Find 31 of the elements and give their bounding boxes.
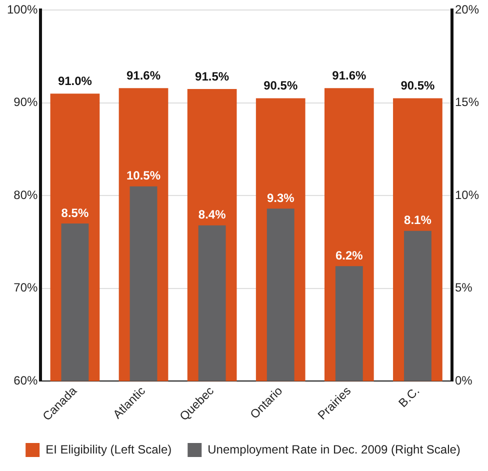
bar xyxy=(198,225,226,382)
y-tick-label: 70% xyxy=(14,280,38,295)
bar xyxy=(61,223,89,382)
data-label: 8.4% xyxy=(198,208,226,222)
y-tick-label: 80% xyxy=(14,188,38,202)
bar xyxy=(335,266,363,382)
data-label: 9.3% xyxy=(266,190,295,205)
y2-tick-label: 5% xyxy=(454,280,473,295)
y2-tick-label: 0% xyxy=(454,373,473,388)
y2-tick-label: 20% xyxy=(454,2,480,17)
data-label: 8.1% xyxy=(404,213,432,228)
y2-tick-label: 15% xyxy=(454,95,480,110)
y-tick-label: 90% xyxy=(14,95,38,110)
legend-label: EI Eligibility (Left Scale) xyxy=(46,442,172,456)
data-label: 6.2% xyxy=(335,248,364,262)
data-label: 91.5% xyxy=(195,69,230,84)
y-tick-label: 100% xyxy=(6,2,38,17)
data-label: 91.6% xyxy=(332,68,366,82)
x-tick-label: B.C. xyxy=(396,384,422,410)
data-label: 91.0% xyxy=(58,74,92,88)
data-label: 8.5% xyxy=(61,206,89,220)
data-label: 90.5% xyxy=(400,78,436,93)
y-tick-label: 60% xyxy=(14,373,38,388)
data-label: 91.6% xyxy=(126,68,161,82)
bar xyxy=(130,186,158,382)
y2-tick-label: 10% xyxy=(454,188,480,202)
data-label: 90.5% xyxy=(264,78,298,93)
data-label: 10.5% xyxy=(126,168,161,183)
legend-label: Unemployment Rate in Dec. 2009 (Right Scale) xyxy=(208,442,460,456)
bar xyxy=(266,208,294,382)
bar xyxy=(404,230,432,382)
